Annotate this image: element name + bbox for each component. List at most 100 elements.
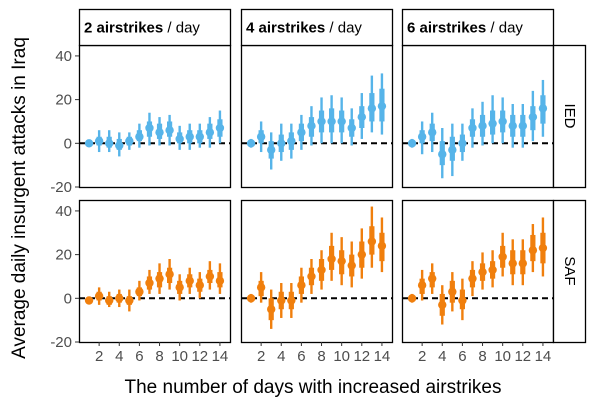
x-tick-label: 6 [297, 348, 305, 365]
point-estimate [488, 265, 497, 275]
panel [240, 44, 394, 189]
row-strip: SAF [552, 199, 587, 344]
point-estimate [508, 121, 517, 131]
point-estimate [428, 274, 437, 283]
panel-background [402, 45, 554, 188]
column-strip-box [401, 8, 555, 47]
point-estimate [84, 296, 94, 305]
point-estimate [377, 241, 387, 251]
point-estimate [377, 101, 387, 111]
column-strip-label-bold: 2 airstrikes [84, 20, 163, 37]
point-estimate [267, 305, 276, 314]
x-tick-label: 10 [494, 348, 511, 365]
point-estimate [538, 243, 548, 253]
y-axis-title: Average daily insurgent attacks in Iraq [9, 37, 30, 359]
x-tick-label: 4 [438, 348, 446, 365]
point-estimate [297, 128, 306, 137]
point-estimate [458, 139, 467, 148]
x-tick-label: 14 [535, 348, 552, 365]
x-tick-label: 6 [135, 348, 143, 365]
point-estimate [518, 121, 527, 131]
point-estimate [215, 123, 225, 133]
point-estimate [135, 287, 144, 296]
point-estimate [115, 294, 124, 303]
point-estimate [175, 283, 184, 292]
point-estimate [287, 296, 296, 305]
point-estimate [367, 104, 377, 113]
point-estimate [468, 274, 477, 283]
point-estimate [347, 123, 356, 133]
panel-background [79, 45, 231, 188]
point-estimate [528, 246, 538, 255]
x-axis-title: The number of days with increased airstr… [125, 377, 502, 398]
point-estimate [327, 117, 336, 126]
x-tick-label: 2 [95, 348, 103, 365]
point-estimate [367, 237, 377, 246]
point-estimate [428, 128, 437, 137]
x-tick-label: 4 [277, 348, 285, 365]
panel-background [79, 200, 231, 343]
point-estimate [205, 128, 215, 137]
point-estimate [125, 296, 134, 305]
column-strip-label: 2 airstrikes / day [84, 20, 200, 37]
column-strip-label: 6 airstrikes / day [407, 20, 523, 37]
panel-border [240, 199, 394, 344]
column-strip: 6 airstrikes / day [401, 8, 555, 47]
point-estimate [337, 117, 346, 126]
x-tick-label: 14 [374, 348, 391, 365]
point-estimate [438, 300, 447, 310]
point-estimate [448, 287, 457, 296]
point-estimate [246, 294, 256, 303]
x-tick-label: 4 [115, 348, 123, 365]
column-strip-label-bold: 4 airstrikes [246, 20, 325, 37]
point-estimate [185, 276, 194, 286]
row-strips: IED SAF [552, 44, 587, 344]
point-estimate [94, 291, 104, 301]
point-estimate [205, 272, 215, 281]
point-estimate [417, 281, 427, 290]
column-strip-box [78, 8, 232, 47]
point-estimate [135, 132, 144, 141]
point-estimate [115, 141, 124, 150]
panels-layer [78, 44, 555, 344]
point-estimate [215, 276, 225, 286]
point-estimate [448, 145, 457, 155]
panel [240, 199, 394, 344]
y-tick-label: 0 [64, 290, 72, 307]
y-tick-label: 40 [55, 48, 72, 65]
column-strip-label-bold: 6 airstrikes [407, 20, 486, 37]
point-estimate [317, 265, 326, 275]
point-estimate [438, 150, 447, 159]
x-axes: 2 4 6 8 10 12 14 2 4 6 8 10 12 14 2 4 6 8 10 12 14 [95, 342, 551, 365]
point-estimate [307, 121, 316, 131]
point-estimate [307, 272, 316, 281]
point-estimate [125, 136, 134, 146]
panel-background [241, 45, 393, 188]
y-tick-label: 40 [55, 203, 72, 220]
x-tick-label: 2 [257, 348, 265, 365]
point-estimate [317, 117, 326, 126]
point-estimate [145, 278, 154, 288]
x-tick-label: 8 [317, 348, 325, 365]
column-strip-label-rest: / day [486, 20, 523, 37]
point-estimate [468, 123, 477, 133]
x-tick-label: 6 [458, 348, 466, 365]
point-estimate [287, 136, 296, 146]
point-estimate [185, 132, 194, 141]
panel [401, 44, 555, 189]
point-estimate [407, 294, 417, 303]
y-tick-label: 20 [55, 247, 72, 264]
point-estimate [498, 252, 507, 261]
point-estimate [105, 296, 114, 305]
point-estimate [478, 267, 487, 277]
point-estimate [195, 281, 204, 290]
row-strip: IED [552, 44, 587, 189]
column-strip-label: 4 airstrikes / day [246, 20, 362, 37]
y-tick-label: 20 [55, 92, 72, 109]
panel [78, 44, 232, 189]
point-estimate [145, 123, 154, 133]
point-estimate [165, 126, 174, 135]
point-estimate [357, 250, 366, 259]
point-estimate [246, 139, 256, 148]
